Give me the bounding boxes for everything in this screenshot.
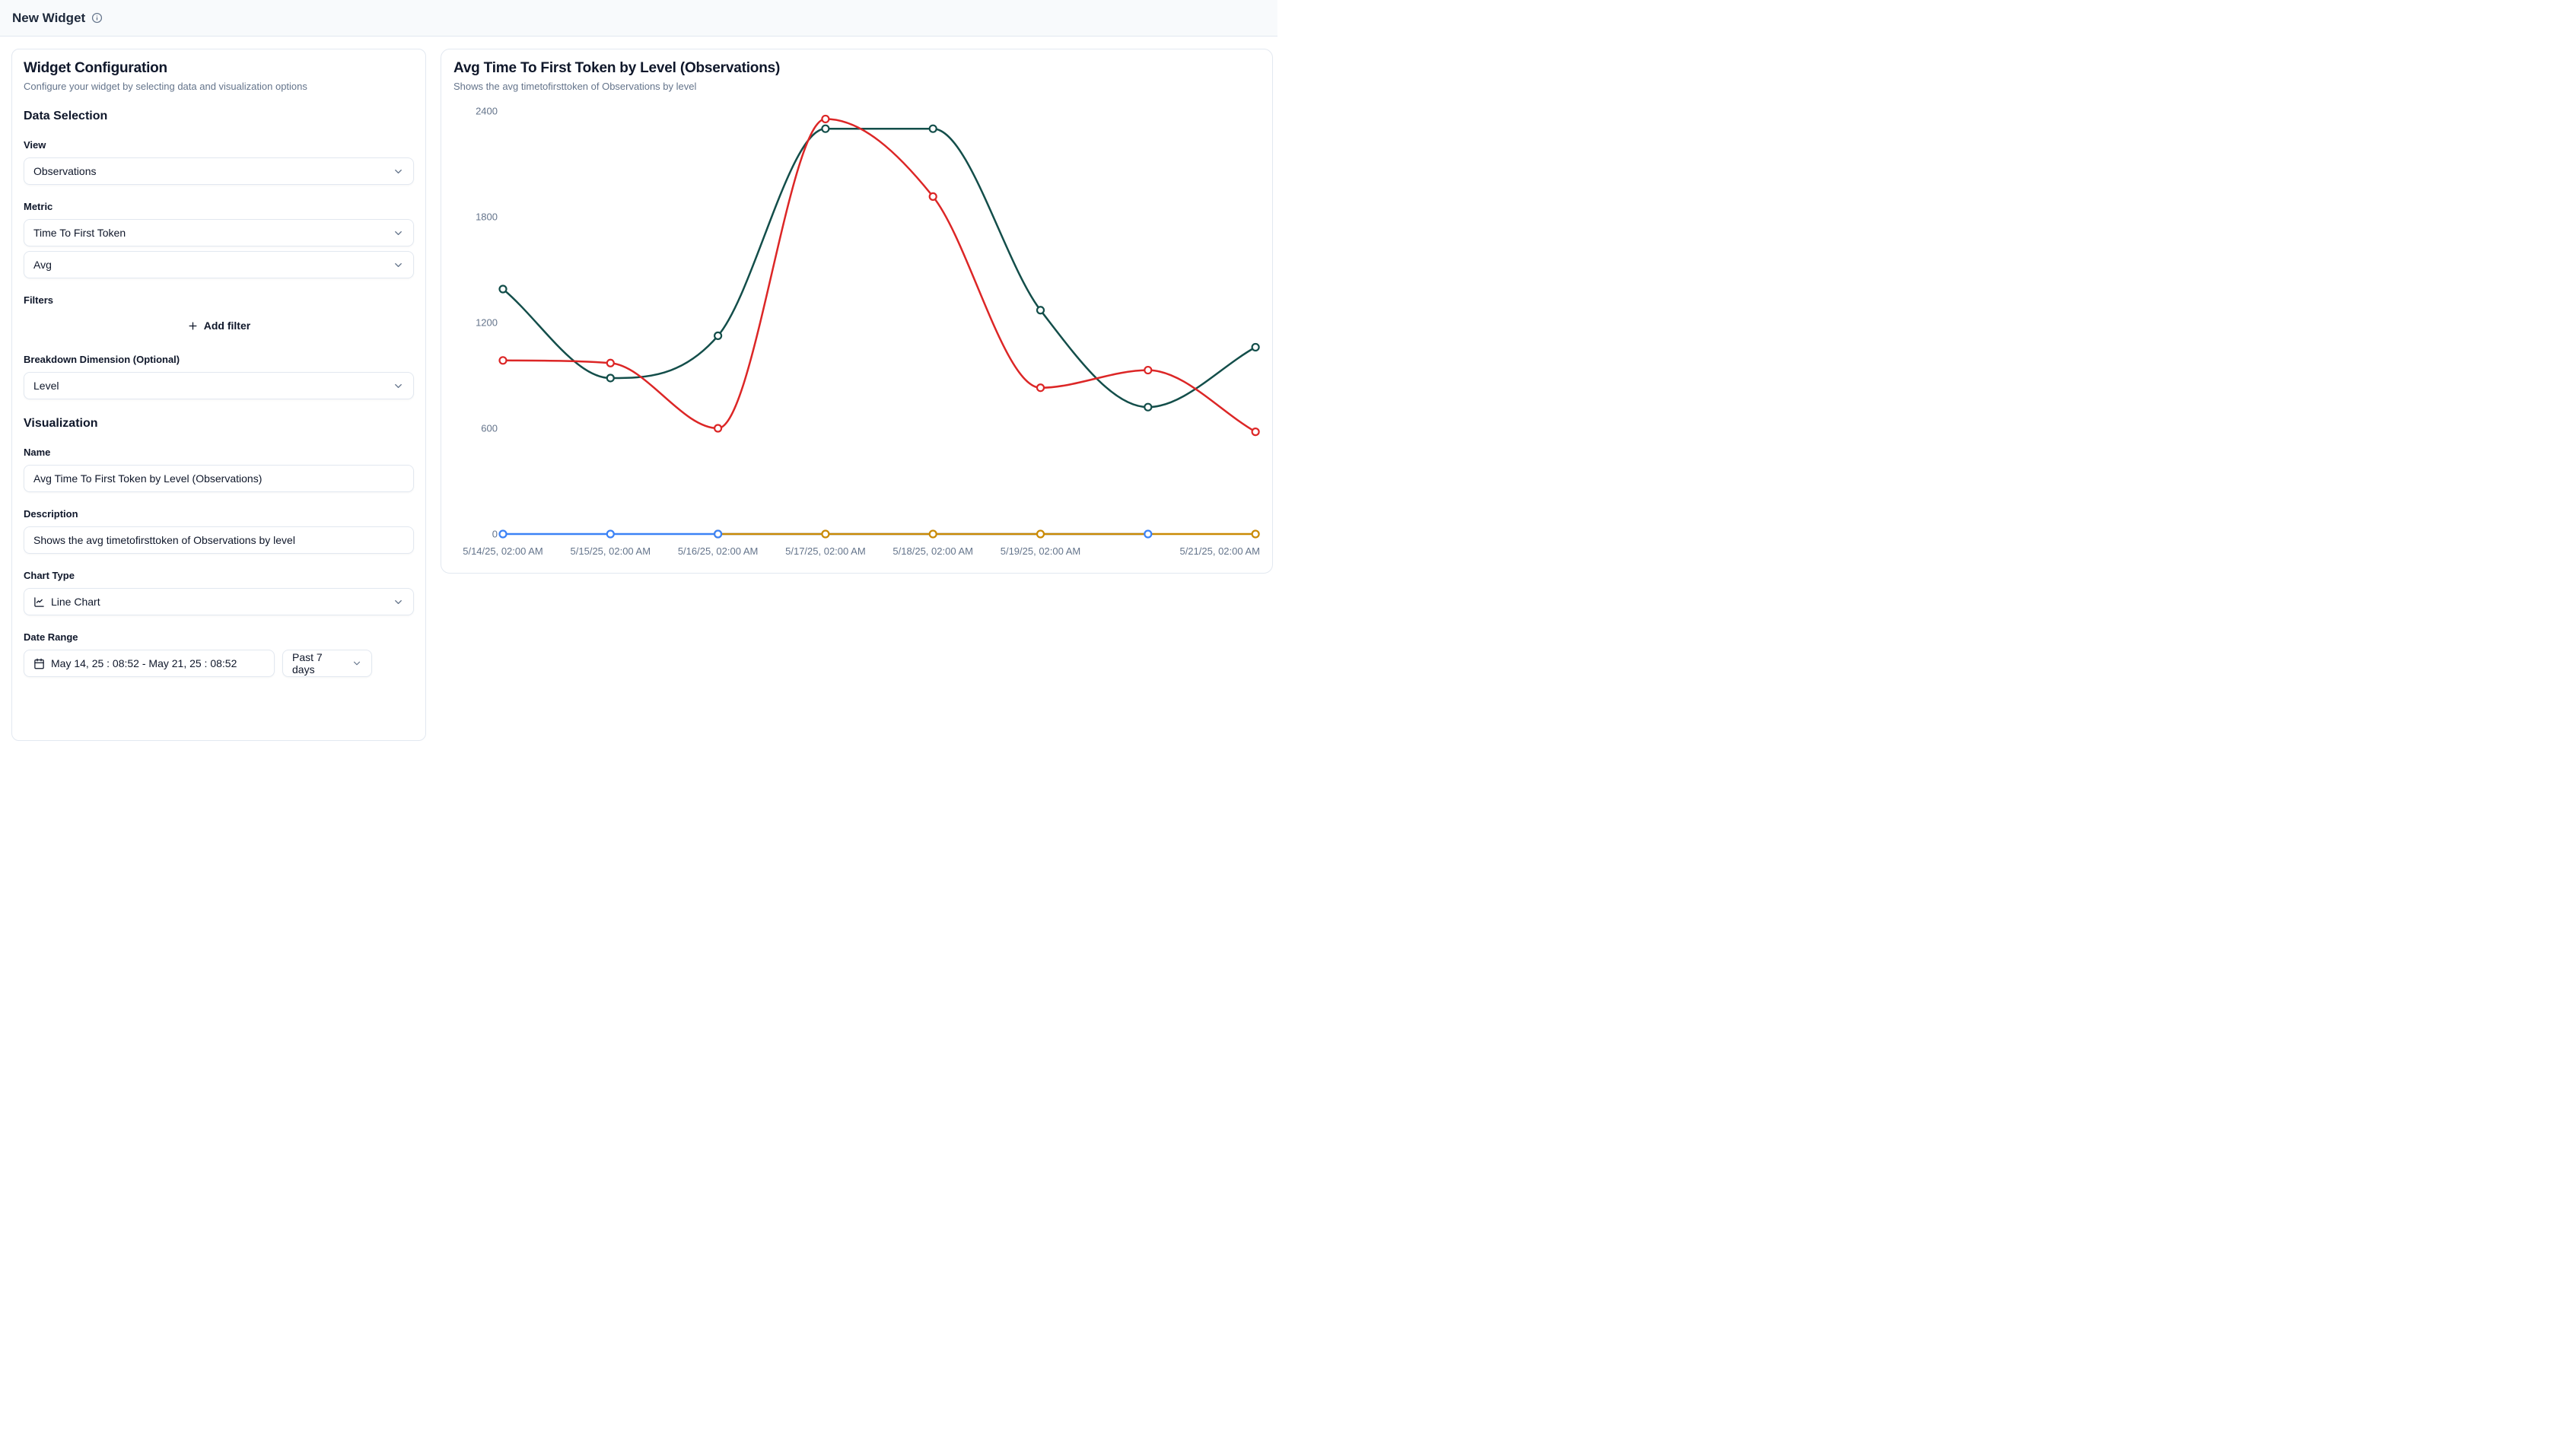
- series-red-line: [501, 118, 1257, 433]
- svg-text:1200: 1200: [476, 317, 498, 329]
- svg-text:5/19/25, 02:00 AM: 5/19/25, 02:00 AM: [1001, 545, 1081, 557]
- series-blue-point: [714, 529, 723, 539]
- series-orange-point: [821, 529, 830, 539]
- series-teal-point: [714, 331, 723, 340]
- series-teal-point: [821, 124, 830, 133]
- series-orange-point: [928, 529, 937, 539]
- widget-preview-panel: Avg Time To First Token by Level (Observ…: [441, 49, 1273, 574]
- svg-text:5/14/25, 02:00 AM: 5/14/25, 02:00 AM: [463, 545, 543, 557]
- line-chart: 0 600 1200 1800 2400 5/14/25, 02:00 AM 5/15/25…: [453, 95, 1262, 563]
- series-red-point: [1036, 383, 1045, 393]
- metric-select[interactable]: Time To First Token: [24, 219, 414, 246]
- series-teal-point: [606, 374, 615, 383]
- series-teal-line: [501, 127, 1257, 409]
- date-preset-value: Past 7 days: [292, 651, 323, 676]
- chevron-down-icon: [393, 166, 404, 177]
- calendar-icon: [33, 658, 45, 669]
- page-title: New Widget: [12, 10, 86, 25]
- description-label: Description: [24, 508, 78, 520]
- series-red-point: [821, 114, 830, 124]
- series-red-point: [928, 192, 937, 201]
- breakdown-select[interactable]: Level: [24, 372, 414, 399]
- chart-svg: 0 600 1200 1800 2400 5/14/25, 02:00 AM 5/15/25…: [463, 106, 1260, 558]
- filters-empty-row: Add filter: [24, 313, 414, 338]
- chevron-down-icon: [393, 596, 404, 608]
- chart-type-select[interactable]: Line Chart: [24, 588, 414, 615]
- info-icon[interactable]: [91, 12, 103, 24]
- config-title: Widget Configuration: [24, 60, 167, 76]
- svg-text:5/18/25, 02:00 AM: 5/18/25, 02:00 AM: [892, 545, 973, 557]
- svg-text:5/17/25, 02:00 AM: 5/17/25, 02:00 AM: [785, 545, 866, 557]
- date-range-value: May 14, 25 : 08:52 - May 21, 25 : 08:52: [51, 657, 237, 669]
- date-preset-button[interactable]: Past 7 days: [282, 650, 372, 677]
- date-range-label: Date Range: [24, 631, 78, 643]
- series-orange-point: [1036, 529, 1045, 539]
- series-blue-point: [1144, 529, 1153, 539]
- chart-type-label: Chart Type: [24, 570, 75, 581]
- chart-title: Avg Time To First Token by Level (Observ…: [453, 60, 781, 76]
- series-red-point: [606, 358, 615, 367]
- svg-text:2400: 2400: [476, 106, 498, 117]
- series-blue-point: [606, 529, 615, 539]
- config-subtitle: Configure your widget by selecting data …: [24, 81, 307, 92]
- visualization-heading: Visualization: [24, 417, 98, 430]
- series-teal-point: [1251, 342, 1260, 352]
- chevron-down-icon: [393, 380, 404, 392]
- filters-label: Filters: [24, 294, 54, 306]
- date-range-row: May 14, 25 : 08:52 - May 21, 25 : 08:52 …: [24, 650, 414, 677]
- svg-text:5/16/25, 02:00 AM: 5/16/25, 02:00 AM: [678, 545, 759, 557]
- svg-text:5/15/25, 02:00 AM: 5/15/25, 02:00 AM: [571, 545, 651, 557]
- series-teal-point: [928, 124, 937, 133]
- chevron-down-icon: [393, 259, 404, 271]
- line-chart-icon: [33, 596, 45, 608]
- chevron-down-icon: [352, 658, 362, 669]
- metric-label: Metric: [24, 201, 53, 212]
- view-select[interactable]: Observations: [24, 157, 414, 185]
- series-teal-point: [1144, 402, 1153, 412]
- svg-text:0: 0: [492, 529, 498, 540]
- view-select-value: Observations: [33, 165, 97, 177]
- date-range-button[interactable]: May 14, 25 : 08:52 - May 21, 25 : 08:52: [24, 650, 275, 677]
- chart-subtitle: Shows the avg timetofirsttoken of Observ…: [453, 81, 697, 92]
- series-blue-point: [498, 529, 508, 539]
- series-teal-point: [1036, 306, 1045, 315]
- series-red-point: [1144, 365, 1153, 375]
- metric-select-value: Time To First Token: [33, 227, 126, 239]
- svg-text:600: 600: [481, 423, 498, 434]
- svg-text:5/21/25, 02:00 AM: 5/21/25, 02:00 AM: [1179, 545, 1260, 557]
- series-teal-point: [498, 285, 508, 294]
- new-widget-page: New Widget Widget Configuration Configur…: [0, 0, 1278, 741]
- name-input[interactable]: [24, 465, 414, 492]
- chart-type-value: Line Chart: [51, 596, 100, 608]
- series-red-point: [498, 356, 508, 365]
- data-selection-heading: Data Selection: [24, 110, 108, 122]
- svg-text:1800: 1800: [476, 211, 498, 223]
- breakdown-select-value: Level: [33, 380, 59, 392]
- plus-icon: [187, 320, 199, 332]
- name-label: Name: [24, 447, 51, 458]
- series-red-point: [714, 424, 723, 433]
- add-filter-label: Add filter: [203, 319, 251, 332]
- chevron-down-icon: [393, 227, 404, 239]
- widget-configuration-panel: Widget Configuration Configure your widg…: [11, 49, 426, 741]
- add-filter-button[interactable]: Add filter: [178, 313, 259, 338]
- page-header: New Widget: [0, 0, 1278, 37]
- series-red-point: [1251, 428, 1260, 437]
- breakdown-label: Breakdown Dimension (Optional): [24, 354, 180, 365]
- aggregation-select-value: Avg: [33, 259, 52, 271]
- aggregation-select[interactable]: Avg: [24, 251, 414, 278]
- view-label: View: [24, 139, 46, 151]
- series-orange-point: [1251, 529, 1260, 539]
- description-input[interactable]: [24, 526, 414, 554]
